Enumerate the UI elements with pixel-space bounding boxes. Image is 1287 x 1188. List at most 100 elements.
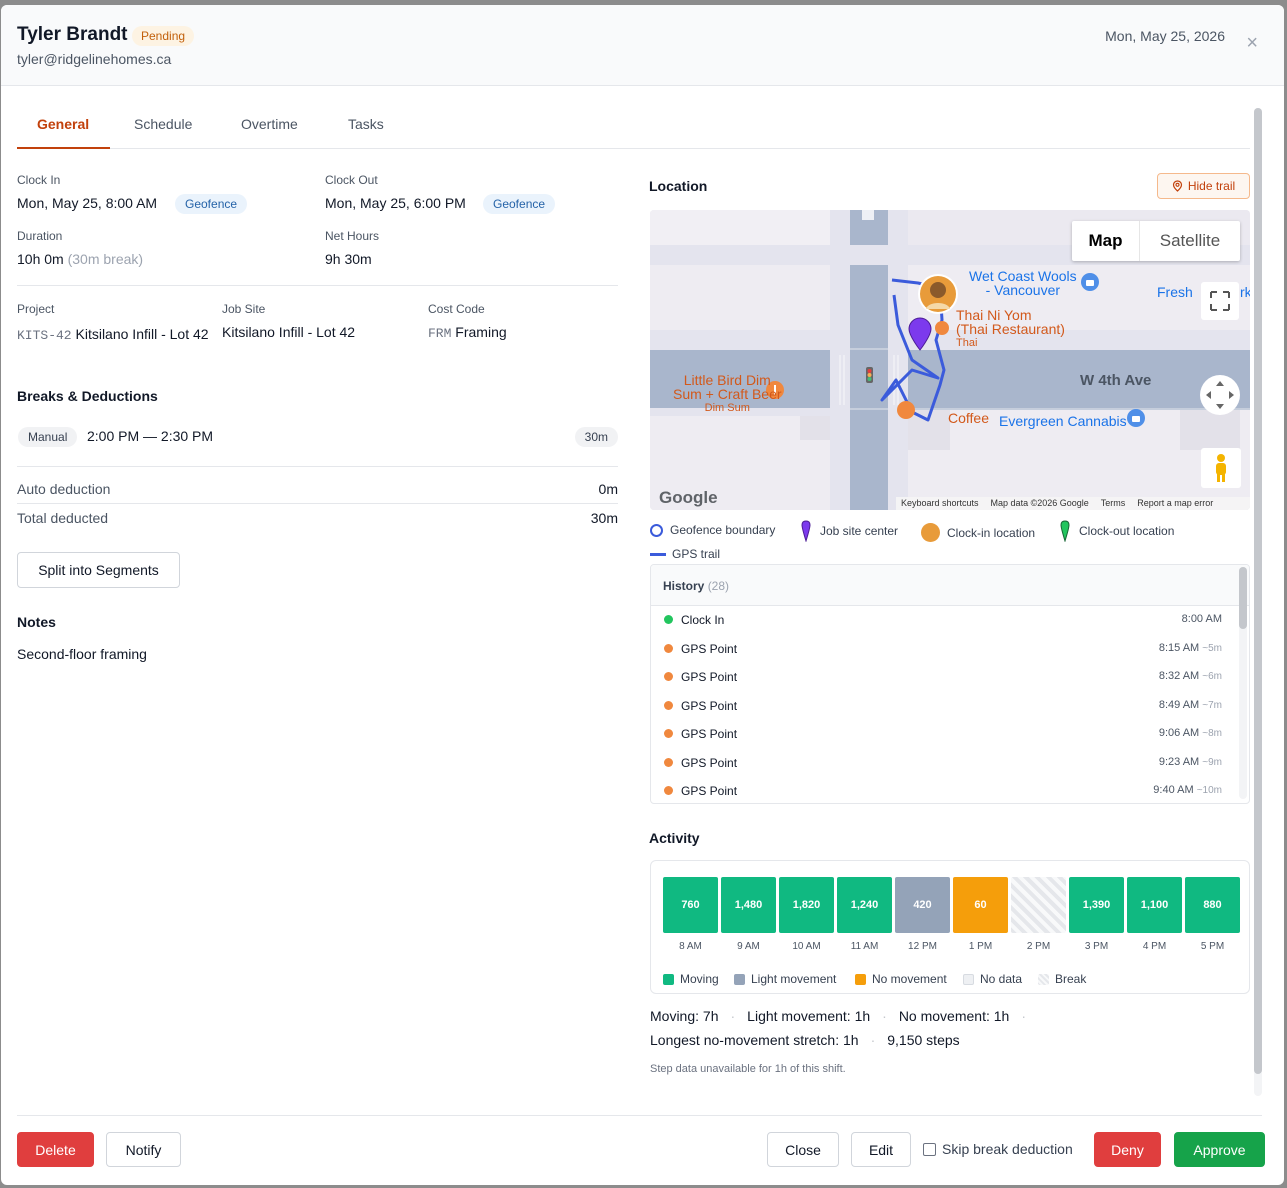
skip-break-toggle[interactable]: Skip break deduction <box>923 1141 1073 1157</box>
clock-out-value: Mon, May 25, 6:00 PM <box>325 195 466 211</box>
history-time: 9:40 AM ~10m <box>1153 784 1222 796</box>
history-list[interactable]: History (28) Clock In 8:00 AM GPS Point 8:… <box>650 564 1250 804</box>
delete-button[interactable]: Delete <box>17 1132 94 1167</box>
status-dot-icon <box>664 700 673 710</box>
legend-no-movement: No movement <box>855 972 947 986</box>
map-place-label[interactable]: Fresh <box>1157 284 1193 300</box>
map-legend-clock-in: Clock-in location <box>921 523 1035 542</box>
map-place-label[interactable]: Thai Ni Yom (Thai Restaurant) Thai <box>956 307 1065 349</box>
deny-button[interactable]: Deny <box>1094 1132 1161 1167</box>
project-label: Project <box>17 302 55 316</box>
tab-tasks[interactable]: Tasks <box>348 116 384 132</box>
footer-divider <box>17 1115 1262 1116</box>
history-row[interactable]: GPS Point 9:40 AM ~10m <box>651 777 1249 803</box>
activity-bar[interactable]: 1,820 <box>779 877 834 933</box>
history-row[interactable]: GPS Point 8:15 AM ~5m <box>651 635 1249 664</box>
history-time: 8:32 AM ~6m <box>1158 670 1222 682</box>
activity-bar[interactable]: 1,100 <box>1127 877 1182 933</box>
edit-button[interactable]: Edit <box>851 1132 911 1167</box>
map-place-label[interactable]: Evergreen Cannabis <box>999 413 1127 429</box>
divider <box>17 503 618 504</box>
map-type-control: Map Satellite <box>1072 221 1240 261</box>
status-dot-icon <box>664 615 673 624</box>
history-row[interactable]: Clock In 8:00 AM <box>651 606 1249 635</box>
skip-break-checkbox[interactable] <box>923 1142 936 1156</box>
activity-bar[interactable]: 1,480 <box>721 877 776 933</box>
history-row[interactable]: GPS Point 8:32 AM ~6m <box>651 663 1249 692</box>
hide-trail-button[interactable]: Hide trail <box>1157 173 1250 199</box>
activity-bar[interactable] <box>1011 877 1066 933</box>
content-scrollbar[interactable] <box>1254 108 1262 1096</box>
activity-bar[interactable]: 880 <box>1185 877 1240 933</box>
activity-bar[interactable]: 1,390 <box>1069 877 1124 933</box>
activity-hour-label: 1 PM <box>968 941 993 952</box>
map-type-map[interactable]: Map <box>1072 221 1140 261</box>
split-segments-button[interactable]: Split into Segments <box>17 552 180 588</box>
approve-button[interactable]: Approve <box>1174 1132 1265 1167</box>
location-pin-icon <box>1172 180 1182 192</box>
activity-hour-label: 12 PM <box>908 941 937 952</box>
report-error-link[interactable]: Report a map error <box>1137 498 1214 508</box>
break-range: 2:00 PM — 2:30 PM <box>87 428 214 444</box>
clock-in-method-badge: Geofence <box>175 194 248 214</box>
job-site-value: Kitsilano Infill - Lot 42 <box>222 324 356 340</box>
map-data-text: Map data ©2026 Google <box>990 498 1089 508</box>
total-deducted-label: Total deducted <box>17 510 109 526</box>
active-tab-indicator <box>17 147 110 149</box>
divider <box>17 285 618 286</box>
legend-moving: Moving <box>663 972 719 986</box>
history-row[interactable]: GPS Point 9:23 AM ~9m <box>651 749 1249 778</box>
status-dot-icon <box>664 786 673 795</box>
status-dot-icon <box>664 672 673 681</box>
activity-hour-label: 2 PM <box>1026 941 1051 952</box>
keyboard-shortcuts-link[interactable]: Keyboard shortcuts <box>901 498 979 508</box>
divider <box>17 466 618 467</box>
activity-title: Activity <box>649 830 700 846</box>
break-duration-badge: 30m <box>574 427 618 447</box>
map-type-satellite[interactable]: Satellite <box>1159 231 1221 250</box>
activity-bar[interactable]: 1,240 <box>837 877 892 933</box>
auto-deduction-label: Auto deduction <box>17 481 111 497</box>
activity-bar[interactable]: 420 <box>895 877 950 933</box>
skip-break-label: Skip break deduction <box>942 1141 1073 1157</box>
close-icon[interactable]: × <box>1246 32 1258 54</box>
tab-schedule[interactable]: Schedule <box>134 116 193 132</box>
clock-in-label: Clock In <box>17 173 61 187</box>
activity-hour-label: 4 PM <box>1142 941 1167 952</box>
activity-stats-line-1: Moving: 7h · Light movement: 1h · No movemen… <box>650 1008 1026 1024</box>
clock-out-pin-icon <box>1060 520 1070 542</box>
status-dot-icon <box>664 643 673 653</box>
shift-detail-modal: Tyler Brandt Pending tyler@ridgelinehome… <box>1 5 1284 1185</box>
location-title: Location <box>649 178 708 194</box>
hide-trail-label: Hide trail <box>1187 179 1236 193</box>
tab-overtime[interactable]: Overtime <box>241 116 298 132</box>
clock-out-method-badge: Geofence <box>483 194 556 214</box>
notify-button[interactable]: Notify <box>106 1132 181 1167</box>
map-view[interactable]: Map Satellite Wet Coast Wools - Vancouver… <box>650 210 1250 510</box>
duration-value: 10h 0m (30m break) <box>17 251 144 267</box>
history-scrollbar[interactable] <box>1239 567 1247 799</box>
activity-bar[interactable]: 760 <box>663 877 718 933</box>
history-time: 8:49 AM ~7m <box>1158 698 1222 711</box>
map-place-label[interactable]: Coffee <box>948 410 989 426</box>
google-logo: Google <box>659 488 718 507</box>
modal-header: Tyler Brandt Pending tyler@ridgelinehome… <box>1 5 1284 86</box>
map-place-label[interactable]: Wet Coast Wools - Vancouver <box>969 268 1077 298</box>
duration-label: Duration <box>17 229 63 243</box>
activity-hour-label: 8 AM <box>679 941 702 952</box>
tab-bar: General Schedule Overtime Tasks <box>17 104 1250 149</box>
activity-bar[interactable]: 60 <box>953 877 1008 933</box>
history-row[interactable]: GPS Point 9:06 AM ~8m <box>651 720 1249 749</box>
activity-hour-label: 3 PM <box>1084 941 1109 952</box>
tab-general[interactable]: General <box>37 116 90 132</box>
map-place-label[interactable]: Little Bird Dim Sum + Craft Beer Dim Sum <box>673 372 782 414</box>
status-dot-icon <box>664 729 673 738</box>
project-value: KITS-42 Kitsilano Infill - Lot 42 <box>17 326 209 343</box>
map-place-label[interactable]: rk <box>1240 284 1250 300</box>
history-row[interactable]: GPS Point 8:49 AM ~7m <box>651 692 1249 721</box>
history-time: 8:00 AM <box>1181 613 1222 625</box>
close-button[interactable]: Close <box>767 1132 839 1167</box>
legend-light-movement: Light movement <box>734 972 836 986</box>
activity-hour-label: 10 AM <box>792 941 821 952</box>
terms-link[interactable]: Terms <box>1100 498 1126 508</box>
